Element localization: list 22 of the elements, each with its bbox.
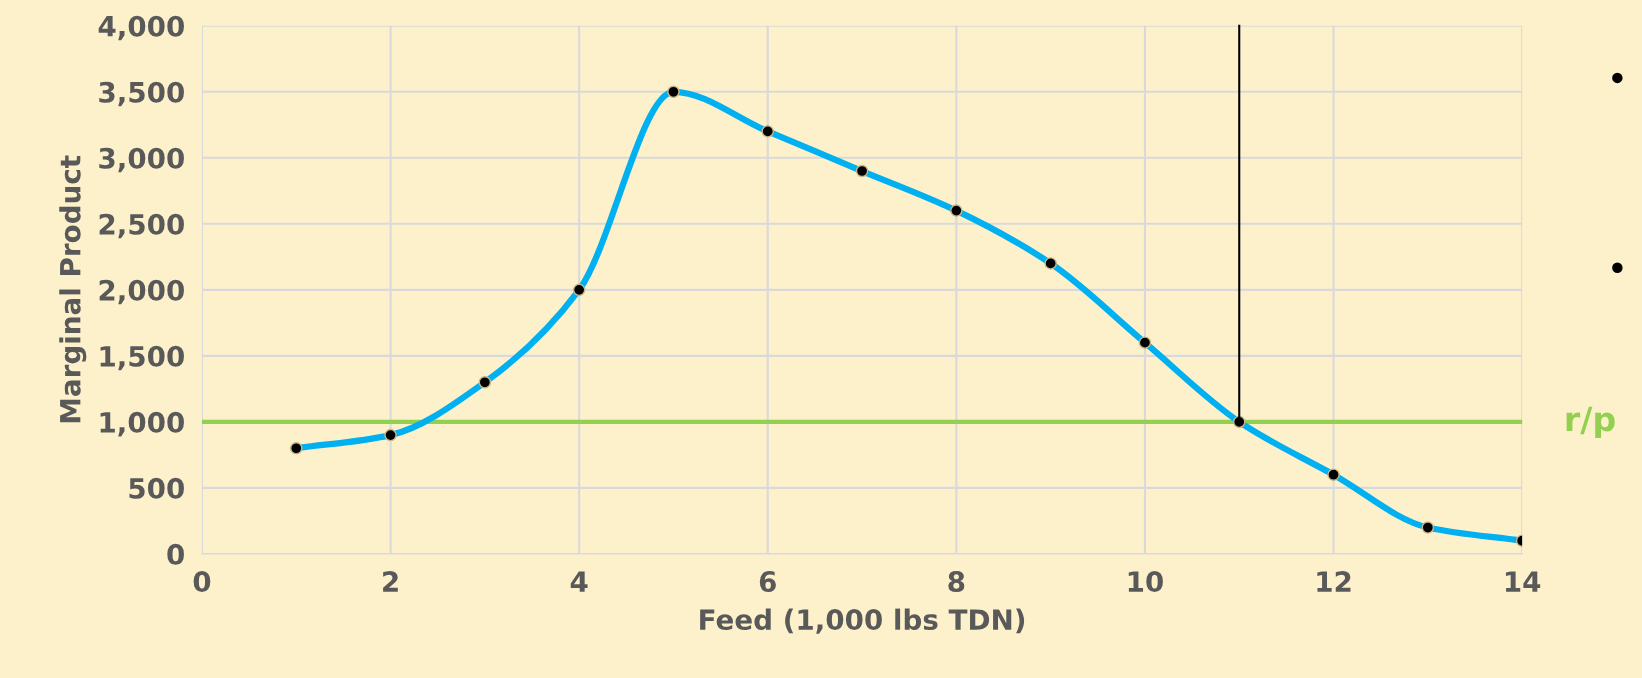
x-tick-label: 10: [1128, 571, 1163, 593]
y-tick-label: 4,000: [98, 15, 184, 41]
x-tick-label: 2: [383, 571, 398, 592]
text: •: [1612, 72, 1623, 84]
y-tick-label: 0: [167, 543, 184, 565]
ref-line-label: r/p: [1566, 406, 1615, 439]
x-tick-label: 12: [1317, 571, 1351, 592]
y-tick-label: 1,500: [100, 345, 184, 371]
y-tick-label: 3,000: [99, 147, 184, 173]
text: •: [1612, 262, 1623, 273]
y-axis-title: Marginal Product: [59, 155, 87, 423]
y-tick-label: 500: [129, 477, 184, 499]
x-tick-label: 6: [759, 571, 776, 593]
y-tick-label: 2,500: [99, 213, 184, 239]
x-tick-label: 14: [1505, 571, 1541, 592]
x-tick-label: 0: [193, 571, 211, 593]
y-tick-label: 3,500: [99, 81, 184, 107]
y-tick-label: 2,000: [99, 279, 184, 305]
x-axis-title: Feed (1,000 lbs TDN): [700, 608, 1025, 634]
y-tick-label: 1,000: [100, 411, 184, 437]
x-tick-label: 4: [570, 571, 588, 592]
x-tick-label: 8: [948, 571, 965, 593]
